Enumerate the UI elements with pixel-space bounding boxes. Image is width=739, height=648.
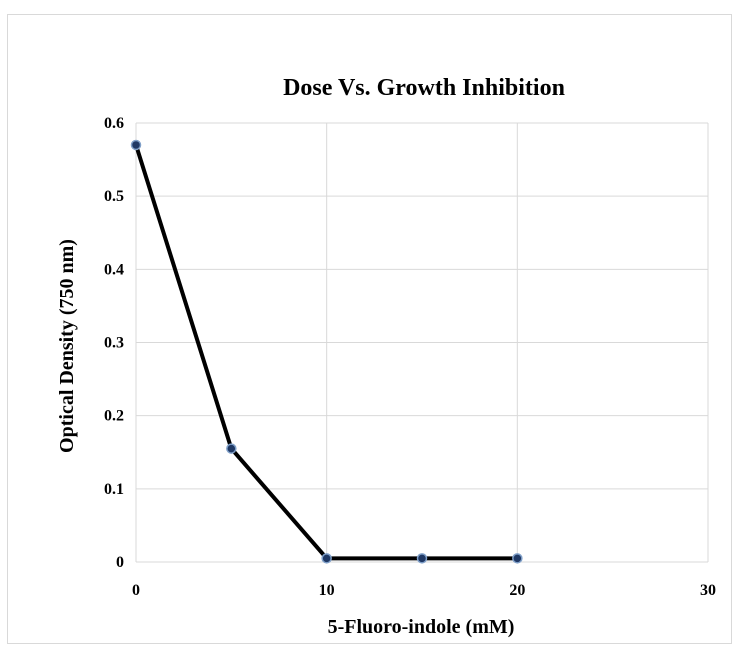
- y-tick-label: 0.6: [104, 115, 124, 132]
- x-axis-label: 5-Fluoro-indole (mM): [328, 616, 515, 638]
- y-tick-label: 0.4: [104, 261, 124, 278]
- x-tick-label: 20: [509, 582, 525, 599]
- x-axis-ticks: 0 10 20 30: [132, 582, 716, 599]
- chart-title: Dose Vs. Growth Inhibition: [283, 75, 565, 101]
- y-tick-label: 0: [116, 554, 124, 571]
- y-tick-label: 0.2: [104, 408, 124, 425]
- x-tick-label: 10: [319, 582, 335, 599]
- y-tick-label: 0.1: [104, 481, 124, 498]
- data-point: [226, 443, 237, 454]
- data-point: [130, 139, 142, 151]
- x-tick-label: 30: [700, 582, 716, 599]
- y-tick-label: 0.5: [104, 188, 124, 205]
- y-tick-label: 0.3: [104, 335, 124, 352]
- chart-area: [7, 14, 732, 644]
- series-group: [130, 139, 523, 564]
- gridlines: [135, 122, 709, 563]
- y-axis-label: Optical Density (750 nm): [56, 239, 78, 453]
- data-point: [512, 553, 523, 564]
- data-point: [321, 553, 332, 564]
- y-axis-ticks: 0 0.1 0.2 0.3 0.4 0.5 0.6: [104, 115, 124, 571]
- x-tick-label: 0: [132, 582, 140, 599]
- data-point: [416, 553, 428, 564]
